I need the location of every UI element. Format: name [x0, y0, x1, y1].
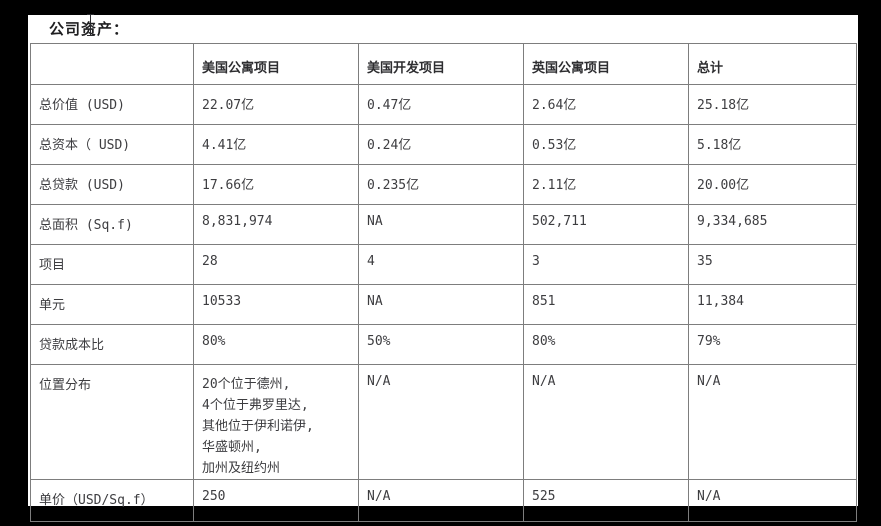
table-row: 总贷款 (USD) 17.66亿 0.235亿 2.11亿 20.00亿 — [30, 164, 857, 205]
row-label: 总价值 (USD) — [30, 84, 194, 125]
cell: 25.18亿 — [688, 84, 857, 125]
row-label: 位置分布 — [30, 364, 194, 480]
cell: 3 — [523, 244, 689, 285]
table-header-row: 美国公寓项目 美国开发项目 英国公寓项目 总计 — [30, 43, 857, 85]
cell: NA — [358, 284, 524, 325]
header-us-apartment: 美国公寓项目 — [193, 43, 359, 85]
header-uk-apartment: 英国公寓项目 — [523, 43, 689, 85]
row-label: 项目 — [30, 244, 194, 285]
cell: 4.41亿 — [193, 124, 359, 165]
cell: 35 — [688, 244, 857, 285]
cell: 0.24亿 — [358, 124, 524, 165]
cell: 9,334,685 — [688, 204, 857, 245]
table-row: 单元 10533 NA 851 11,384 — [30, 284, 857, 325]
cell: 502,711 — [523, 204, 689, 245]
cell: 4 — [358, 244, 524, 285]
cell: 250 — [193, 479, 359, 522]
cell: N/A — [523, 364, 689, 480]
cell: N/A — [688, 364, 857, 480]
cell: 851 — [523, 284, 689, 325]
row-label: 总面积 (Sq.f) — [30, 204, 194, 245]
table-row: 总价值 (USD) 22.07亿 0.47亿 2.64亿 25.18亿 — [30, 84, 857, 125]
company-assets-table: 美国公寓项目 美国开发项目 英国公寓项目 总计 总价值 (USD) 22.07亿… — [30, 43, 857, 522]
cell: 28 — [193, 244, 359, 285]
cell: 0.53亿 — [523, 124, 689, 165]
cell: 0.47亿 — [358, 84, 524, 125]
cell: 50% — [358, 324, 524, 365]
row-label: 单价（USD/Sq.f） — [30, 479, 194, 522]
cell: 2.64亿 — [523, 84, 689, 125]
table-row: 项目 28 4 3 35 — [30, 244, 857, 285]
cell: N/A — [688, 479, 857, 522]
cell: 11,384 — [688, 284, 857, 325]
document-page: 公司资产： 美国公寓项目 美国开发项目 英国公寓项目 总计 总价值 (USD) … — [28, 14, 858, 522]
cell: N/A — [358, 479, 524, 522]
table-row: 总面积 (Sq.f) 8,831,974 NA 502,711 9,334,68… — [30, 204, 857, 245]
cell: 5.18亿 — [688, 124, 857, 165]
row-label: 总贷款 (USD) — [30, 164, 194, 205]
row-label: 总资本（ USD) — [30, 124, 194, 165]
cell: 525 — [523, 479, 689, 522]
cell: 8,831,974 — [193, 204, 359, 245]
header-blank — [30, 43, 194, 85]
table-row: 总资本（ USD) 4.41亿 0.24亿 0.53亿 5.18亿 — [30, 124, 857, 165]
cell: 17.66亿 — [193, 164, 359, 205]
table-row: 贷款成本比 80% 50% 80% 79% — [30, 324, 857, 365]
header-total: 总计 — [688, 43, 857, 85]
page-title: 公司资产： — [49, 20, 130, 38]
cell: NA — [358, 204, 524, 245]
table-row: 位置分布 20个位于德州, 4个位于弗罗里达, 其他位于伊利诺伊, 华盛顿州, … — [30, 364, 857, 480]
row-label: 贷款成本比 — [30, 324, 194, 365]
cell: 80% — [193, 324, 359, 365]
row-label: 单元 — [30, 284, 194, 325]
table-row: 单价（USD/Sq.f） 250 N/A 525 N/A — [30, 479, 857, 522]
cell: 22.07亿 — [193, 84, 359, 125]
cell: 20个位于德州, 4个位于弗罗里达, 其他位于伊利诺伊, 华盛顿州, 加州及纽约… — [193, 364, 359, 480]
cell: 79% — [688, 324, 857, 365]
cell: 10533 — [193, 284, 359, 325]
cell: 2.11亿 — [523, 164, 689, 205]
header-us-development: 美国开发项目 — [358, 43, 524, 85]
cell: N/A — [358, 364, 524, 480]
cell: 0.235亿 — [358, 164, 524, 205]
cell: 80% — [523, 324, 689, 365]
cell: 20.00亿 — [688, 164, 857, 205]
